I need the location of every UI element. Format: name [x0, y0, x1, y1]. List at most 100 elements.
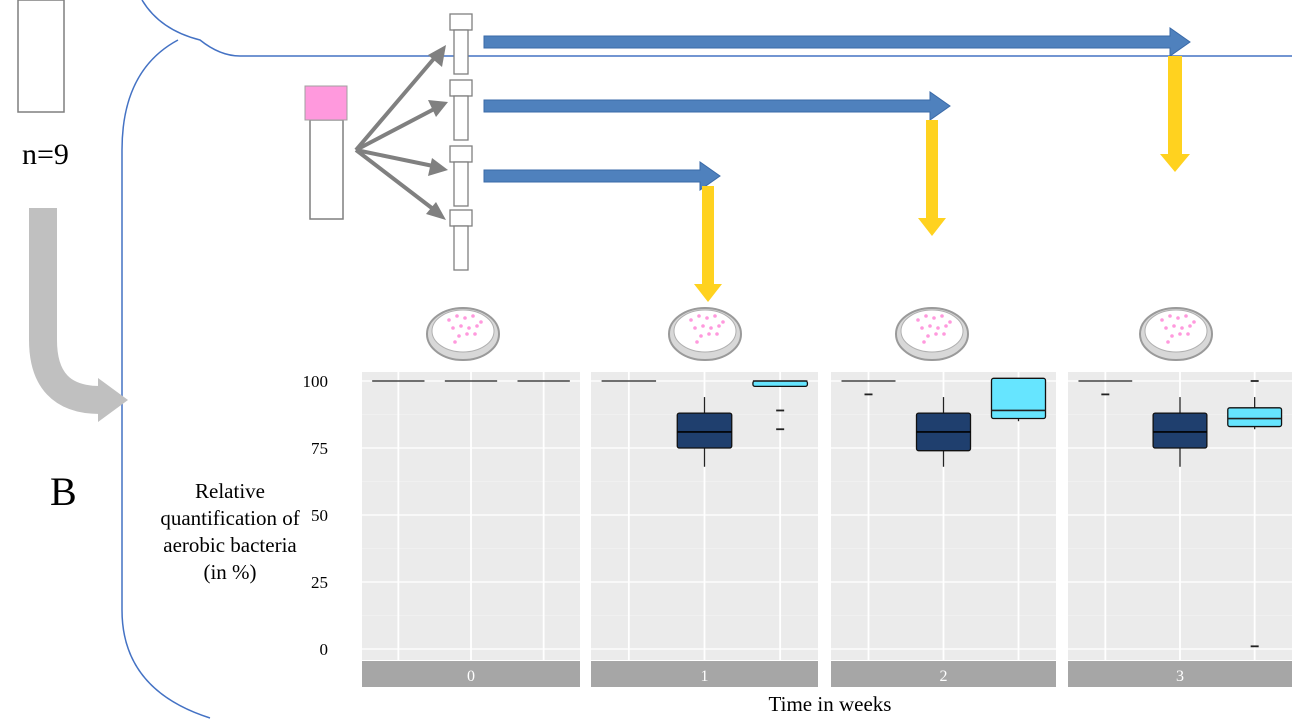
box-group-2	[1152, 397, 1208, 467]
colony-dot	[693, 326, 697, 330]
colony-dot	[936, 326, 940, 330]
y-tick-label: 25	[311, 573, 328, 592]
y-tick-label: 50	[311, 506, 328, 525]
colony-dot	[1172, 324, 1176, 328]
yellow-arrow-icon	[918, 120, 946, 236]
petri-dish-icon	[1139, 307, 1213, 361]
colony-dot	[463, 316, 467, 320]
colony-dot	[1166, 340, 1170, 344]
facet-strips: 0 1 2 3	[362, 661, 1292, 687]
colony-dot	[473, 332, 477, 336]
box	[676, 412, 733, 449]
sample-size-label: n=9	[22, 138, 69, 171]
blue-arrows	[483, 27, 1191, 191]
aliquot-tubes	[449, 13, 473, 271]
box-group-3	[1227, 380, 1283, 648]
colony-dot	[475, 324, 479, 328]
y-axis-label: Relative quantification of aerobic bacte…	[160, 479, 300, 584]
box-group-3	[990, 377, 1047, 422]
box-group-2	[915, 397, 972, 467]
blue-arrow-icon	[483, 91, 951, 121]
colony-dot	[934, 332, 938, 336]
colony-dot	[479, 320, 483, 324]
colony-dot	[467, 326, 471, 330]
colony-dot	[1164, 326, 1168, 330]
colony-dot	[922, 340, 926, 344]
yellow-arrows	[694, 56, 1190, 302]
facet-label: 2	[940, 668, 948, 685]
y-tick-labels: 0 25 50 75 100	[303, 372, 329, 659]
stock-tube-icon	[17, 0, 65, 113]
y-tick-label: 75	[311, 439, 328, 458]
colony-dot	[924, 314, 928, 318]
aliquot-tube-icon	[449, 13, 473, 75]
colony-dot	[465, 332, 469, 336]
source-tube-icon	[304, 85, 348, 220]
blue-arrow-icon	[483, 27, 1191, 57]
pink-cap	[304, 85, 348, 121]
colony-dot	[697, 314, 701, 318]
box	[1227, 407, 1283, 428]
colony-dot	[932, 316, 936, 320]
frame-lines	[121, 0, 1292, 719]
panel-letter: B	[50, 469, 77, 514]
petri-dish-icon	[895, 307, 969, 361]
colony-dot	[453, 340, 457, 344]
colony-dot	[707, 332, 711, 336]
box	[1152, 412, 1208, 449]
facet-label: 3	[1176, 668, 1184, 685]
y-tick-label: 100	[303, 372, 329, 391]
aliquot-tube-icon	[449, 145, 473, 207]
box-group-1	[841, 380, 896, 396]
frame-left-curve	[121, 39, 211, 719]
box-group-2	[676, 397, 733, 467]
box-group-3	[752, 380, 809, 431]
colony-dot	[916, 318, 920, 322]
colony-dot	[451, 326, 455, 330]
box	[990, 377, 1047, 420]
colony-dot	[1184, 314, 1188, 318]
x-axis-label: Time in weeks	[768, 692, 892, 716]
colony-dot	[1180, 326, 1184, 330]
petri-dish-icon	[668, 307, 742, 361]
facet-strip	[1068, 661, 1292, 687]
colony-dot	[709, 326, 713, 330]
colony-dot	[1170, 334, 1174, 338]
colony-dot	[944, 324, 948, 328]
petri-dishes	[426, 307, 1213, 361]
colony-dot	[717, 324, 721, 328]
boxplot-chart: 0 25 50 75 100 0 1 2 3	[303, 372, 1292, 687]
yellow-arrow-icon	[1160, 56, 1190, 172]
colony-dot	[695, 340, 699, 344]
petri-dish-icon	[426, 307, 500, 361]
big-curved-arrow-icon	[29, 208, 128, 422]
y-tick-label: 0	[320, 640, 329, 659]
colony-dot	[928, 324, 932, 328]
facet-strip	[362, 661, 580, 687]
colony-dot	[1188, 324, 1192, 328]
colony-dot	[699, 334, 703, 338]
colony-dot	[926, 334, 930, 338]
aliquot-tube-icon	[449, 209, 473, 271]
colony-dot	[689, 318, 693, 322]
colony-dot	[471, 314, 475, 318]
colony-dot	[1192, 320, 1196, 324]
colony-dot	[940, 314, 944, 318]
colony-dot	[1186, 332, 1190, 336]
colony-dot	[715, 332, 719, 336]
colony-dot	[1178, 332, 1182, 336]
facet-strip	[831, 661, 1056, 687]
frame-top-line	[141, 0, 1292, 57]
colony-dot	[713, 314, 717, 318]
chart-marks	[372, 377, 1283, 648]
colony-dot	[1168, 314, 1172, 318]
split-arrows	[354, 45, 448, 220]
colony-dot	[1176, 316, 1180, 320]
colony-dot	[701, 324, 705, 328]
blue-arrow-icon	[483, 161, 721, 191]
box-group-1	[1078, 380, 1133, 396]
facet-strip	[591, 661, 818, 687]
facet-label: 0	[467, 668, 475, 685]
colony-dot	[459, 324, 463, 328]
